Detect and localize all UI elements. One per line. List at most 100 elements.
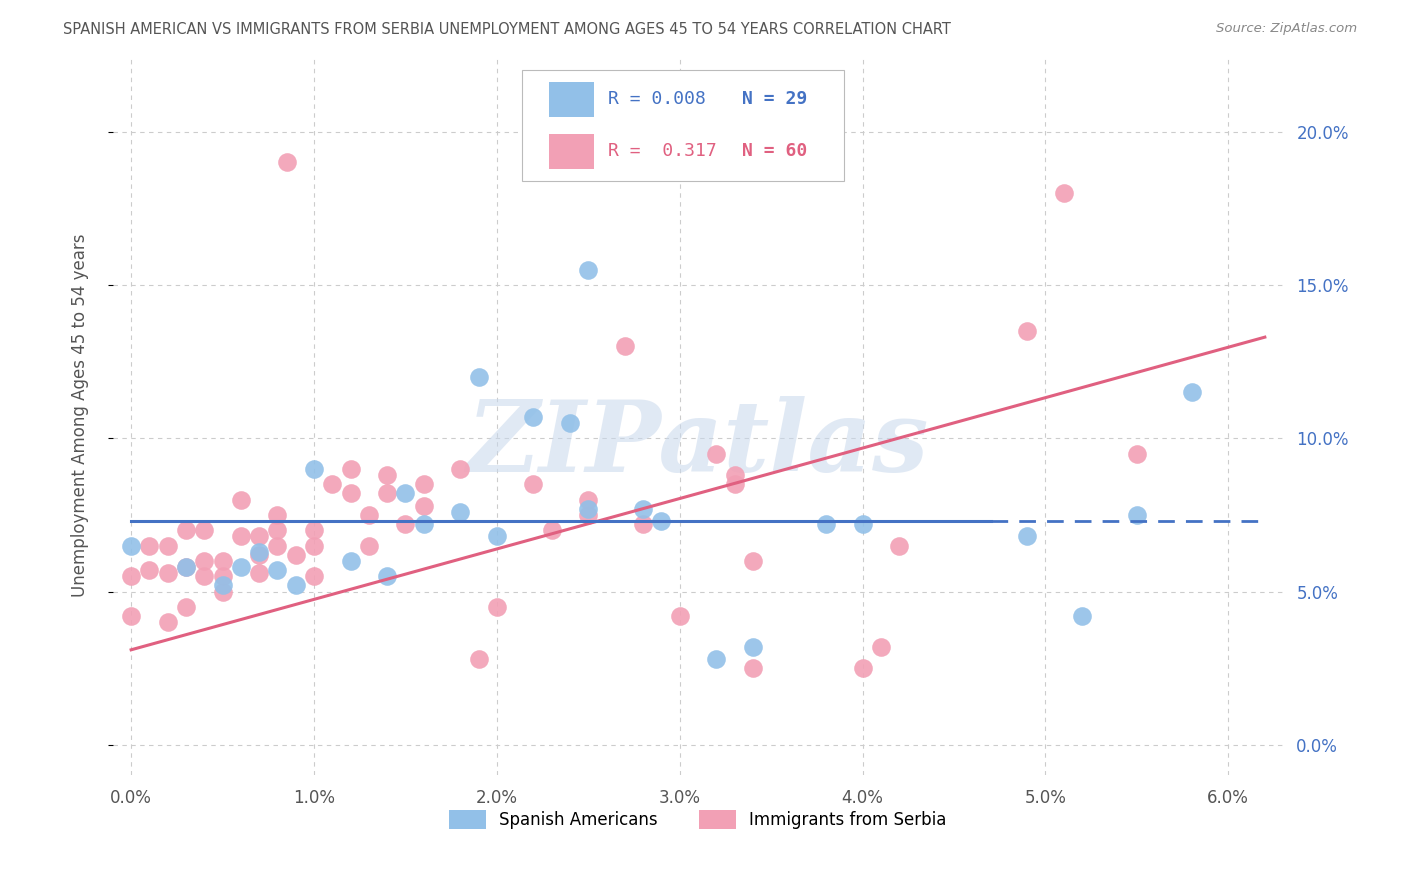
Point (211, 578, 233, 592)
Point (723, 468, 745, 483)
Point (193, 523, 215, 537)
Point (375, 569, 398, 583)
Point (449, 462, 471, 476)
Point (266, 508, 288, 522)
Point (211, 584, 233, 599)
Point (174, 599, 197, 614)
Point (851, 517, 873, 532)
Point (357, 508, 380, 522)
Point (276, 155, 298, 169)
Point (284, 578, 307, 592)
Point (851, 661, 873, 675)
Text: ZIPatlas: ZIPatlas (467, 396, 929, 492)
Point (211, 554, 233, 568)
Point (138, 563, 160, 577)
Point (613, 339, 636, 353)
Point (668, 609, 690, 624)
FancyBboxPatch shape (550, 134, 593, 169)
Point (138, 539, 160, 553)
Point (266, 563, 288, 577)
Point (1017, 324, 1039, 338)
Point (741, 640, 763, 654)
Point (193, 554, 215, 568)
Y-axis label: Unemployment Among Ages 45 to 54 years: Unemployment Among Ages 45 to 54 years (72, 234, 89, 597)
Point (302, 569, 325, 583)
Point (247, 548, 270, 562)
Point (704, 447, 727, 461)
Point (394, 517, 416, 532)
Point (650, 514, 672, 528)
Point (156, 566, 179, 581)
Point (1017, 529, 1039, 543)
Text: N = 29: N = 29 (742, 90, 807, 108)
Text: N = 60: N = 60 (742, 143, 807, 161)
Point (375, 486, 398, 500)
Point (339, 462, 361, 476)
Point (522, 477, 544, 491)
Point (266, 539, 288, 553)
Text: R = 0.008: R = 0.008 (607, 90, 706, 108)
Point (540, 523, 562, 537)
Point (247, 545, 270, 559)
Point (302, 539, 325, 553)
Point (174, 523, 197, 537)
Point (412, 499, 434, 513)
Point (174, 560, 197, 574)
Point (120, 539, 142, 553)
Point (229, 529, 252, 543)
Point (522, 409, 544, 424)
Point (357, 539, 380, 553)
Point (394, 486, 416, 500)
Point (631, 517, 654, 532)
Legend: Spanish Americans, Immigrants from Serbia: Spanish Americans, Immigrants from Serbi… (443, 803, 953, 836)
Point (321, 477, 343, 491)
Point (193, 569, 215, 583)
Point (1126, 508, 1149, 522)
Point (814, 517, 837, 532)
Point (339, 486, 361, 500)
Point (741, 661, 763, 675)
Point (467, 370, 489, 384)
Point (449, 505, 471, 519)
Point (284, 548, 307, 562)
Point (375, 468, 398, 483)
Point (120, 609, 142, 624)
Point (229, 560, 252, 574)
Point (339, 554, 361, 568)
Point (229, 492, 252, 507)
Point (576, 492, 599, 507)
Point (631, 501, 654, 516)
Point (412, 517, 434, 532)
Point (576, 262, 599, 277)
Point (485, 529, 508, 543)
Point (1181, 385, 1204, 400)
Point (869, 640, 891, 654)
Point (302, 523, 325, 537)
Point (412, 477, 434, 491)
Point (302, 462, 325, 476)
Text: SPANISH AMERICAN VS IMMIGRANTS FROM SERBIA UNEMPLOYMENT AMONG AGES 45 TO 54 YEAR: SPANISH AMERICAN VS IMMIGRANTS FROM SERB… (63, 22, 950, 37)
Point (120, 569, 142, 583)
Point (1053, 186, 1076, 200)
Text: Source: ZipAtlas.com: Source: ZipAtlas.com (1216, 22, 1357, 36)
Point (485, 599, 508, 614)
Point (247, 566, 270, 581)
Point (887, 539, 910, 553)
Text: R =  0.317: R = 0.317 (607, 143, 717, 161)
Point (558, 416, 581, 430)
Point (266, 523, 288, 537)
Point (247, 529, 270, 543)
Point (156, 615, 179, 630)
Point (211, 569, 233, 583)
Point (576, 508, 599, 522)
Point (1071, 609, 1094, 624)
FancyBboxPatch shape (523, 70, 844, 181)
Point (741, 554, 763, 568)
Point (156, 539, 179, 553)
Point (576, 501, 599, 516)
Point (467, 652, 489, 666)
Point (704, 652, 727, 666)
Point (174, 560, 197, 574)
Point (1126, 447, 1149, 461)
Point (723, 477, 745, 491)
